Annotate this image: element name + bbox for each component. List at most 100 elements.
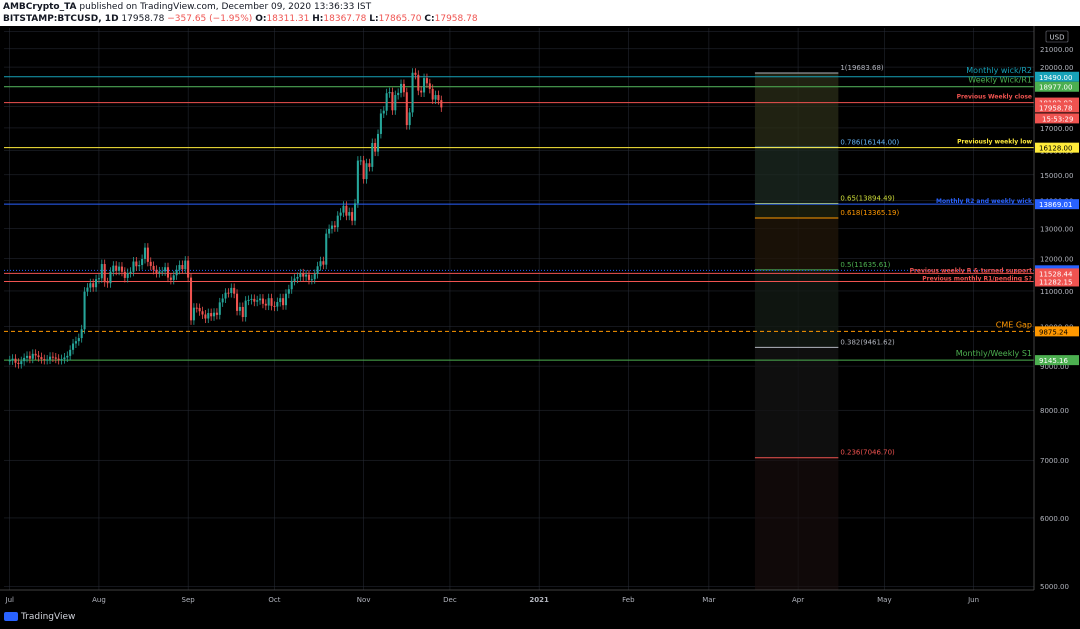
candle[interactable] bbox=[66, 355, 69, 358]
candle[interactable] bbox=[267, 298, 270, 306]
candle[interactable] bbox=[181, 264, 184, 270]
candle[interactable] bbox=[69, 349, 72, 356]
candle[interactable] bbox=[77, 338, 80, 342]
candle[interactable] bbox=[336, 215, 339, 228]
candle[interactable] bbox=[218, 302, 221, 315]
candle[interactable] bbox=[212, 312, 216, 317]
candle[interactable] bbox=[20, 361, 23, 365]
candle[interactable] bbox=[109, 271, 112, 284]
candle[interactable] bbox=[333, 225, 336, 228]
candle[interactable] bbox=[313, 273, 316, 280]
candle[interactable] bbox=[37, 355, 40, 358]
candle[interactable] bbox=[310, 279, 313, 281]
candle[interactable] bbox=[440, 100, 443, 108]
candle[interactable] bbox=[83, 291, 86, 330]
candle[interactable] bbox=[8, 360, 11, 362]
candle[interactable] bbox=[348, 212, 351, 216]
candle[interactable] bbox=[385, 93, 388, 111]
candle[interactable] bbox=[261, 298, 264, 304]
candle[interactable] bbox=[405, 92, 408, 126]
candle[interactable] bbox=[230, 287, 233, 294]
candle[interactable] bbox=[215, 312, 218, 315]
currency-badge[interactable] bbox=[1045, 30, 1069, 43]
candle[interactable] bbox=[423, 78, 426, 93]
candle[interactable] bbox=[394, 95, 397, 111]
candle[interactable] bbox=[388, 92, 391, 94]
candle[interactable] bbox=[25, 355, 29, 358]
candle[interactable] bbox=[129, 271, 132, 274]
candle[interactable] bbox=[316, 266, 319, 274]
price-chart[interactable]: 1(19683.68) 0.786(16144.00) 0.65(13894.49)… bbox=[0, 26, 1080, 606]
candle[interactable] bbox=[287, 289, 290, 294]
candle[interactable] bbox=[80, 329, 83, 339]
candle[interactable] bbox=[97, 278, 100, 280]
candle[interactable] bbox=[106, 282, 109, 284]
candle[interactable] bbox=[135, 261, 138, 267]
candle[interactable] bbox=[356, 160, 359, 204]
candle[interactable] bbox=[207, 313, 210, 319]
candle[interactable] bbox=[152, 265, 155, 270]
candle[interactable] bbox=[391, 92, 394, 111]
candle[interactable] bbox=[437, 95, 440, 101]
candle[interactable] bbox=[296, 276, 299, 279]
candle[interactable] bbox=[23, 357, 26, 362]
candle[interactable] bbox=[371, 143, 374, 167]
candle[interactable] bbox=[224, 292, 227, 299]
candle[interactable] bbox=[120, 266, 123, 272]
candle[interactable] bbox=[279, 298, 282, 303]
candle[interactable] bbox=[256, 300, 259, 302]
candle[interactable] bbox=[100, 264, 103, 279]
candle[interactable] bbox=[95, 279, 98, 288]
candle[interactable] bbox=[299, 273, 302, 277]
candle[interactable] bbox=[14, 358, 17, 363]
candle[interactable] bbox=[322, 261, 325, 265]
candle[interactable] bbox=[175, 269, 178, 276]
candle[interactable] bbox=[63, 357, 66, 360]
candle[interactable] bbox=[54, 357, 57, 359]
candle[interactable] bbox=[189, 277, 193, 321]
candle[interactable] bbox=[166, 267, 170, 278]
candle[interactable] bbox=[402, 83, 405, 93]
candle[interactable] bbox=[351, 212, 354, 221]
candle[interactable] bbox=[60, 359, 63, 361]
candle[interactable] bbox=[238, 306, 241, 311]
candle[interactable] bbox=[149, 261, 152, 266]
candle[interactable] bbox=[247, 299, 250, 301]
candle[interactable] bbox=[158, 271, 161, 274]
candle[interactable] bbox=[270, 298, 273, 306]
publisher-name[interactable]: AMBCrypto_TA bbox=[3, 2, 77, 12]
candle[interactable] bbox=[28, 355, 31, 359]
symbol-label[interactable]: BITSTAMP:BTCUSD, 1D bbox=[3, 14, 119, 24]
candle[interactable] bbox=[233, 287, 236, 294]
candle[interactable] bbox=[374, 143, 377, 152]
tradingview-logo[interactable]: TradingView bbox=[4, 612, 75, 622]
candle[interactable] bbox=[112, 265, 115, 272]
candle[interactable] bbox=[325, 233, 328, 265]
candle[interactable] bbox=[227, 292, 230, 294]
candle[interactable] bbox=[353, 203, 357, 221]
candle[interactable] bbox=[92, 283, 95, 288]
candle[interactable] bbox=[408, 112, 411, 126]
candle[interactable] bbox=[328, 228, 331, 234]
candle[interactable] bbox=[414, 72, 417, 75]
candle[interactable] bbox=[198, 308, 201, 312]
candle[interactable] bbox=[339, 212, 342, 216]
candle[interactable] bbox=[379, 113, 382, 134]
candle[interactable] bbox=[72, 343, 75, 350]
candle[interactable] bbox=[420, 90, 423, 93]
candle[interactable] bbox=[376, 133, 380, 152]
candle[interactable] bbox=[164, 267, 167, 272]
candle[interactable] bbox=[425, 78, 428, 84]
candle[interactable] bbox=[431, 88, 434, 100]
candle[interactable] bbox=[302, 273, 305, 277]
candle[interactable] bbox=[89, 283, 92, 288]
candle[interactable] bbox=[264, 303, 267, 306]
candle[interactable] bbox=[244, 300, 247, 318]
candle[interactable] bbox=[276, 302, 279, 307]
candle[interactable] bbox=[204, 314, 207, 319]
candle[interactable] bbox=[184, 260, 187, 270]
candle[interactable] bbox=[400, 83, 403, 93]
candle[interactable] bbox=[31, 353, 34, 359]
candle[interactable] bbox=[48, 356, 52, 360]
candle[interactable] bbox=[319, 261, 322, 267]
